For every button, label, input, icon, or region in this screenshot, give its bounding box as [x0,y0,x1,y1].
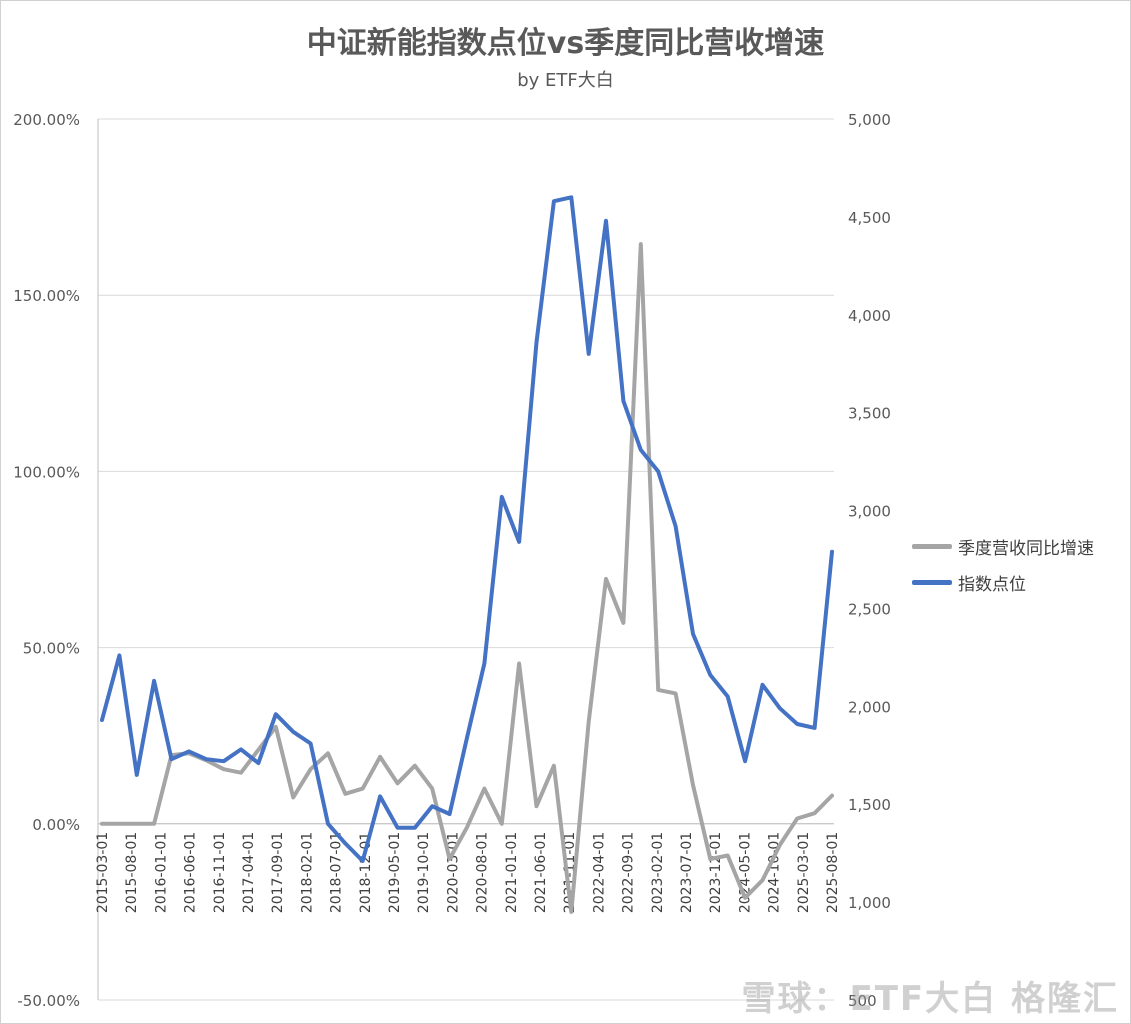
x-tick-label: 2018-07-01 [329,832,345,913]
x-tick-label: 2023-02-01 [650,832,666,913]
x-tick-label: 2025-08-01 [825,832,841,913]
watermark: 雪球：ETF大白 格隆汇 [741,979,1119,1019]
x-tick-label: 2025-03-01 [796,832,812,913]
y-left-tick-label: 100.00% [13,463,80,481]
x-tick-label: 2023-12-01 [708,832,724,913]
x-tick-label: 2021-06-01 [533,832,549,913]
legend: 季度营收同比增速 指数点位 [912,528,1094,600]
y-left-tick-label: 150.00% [13,287,80,305]
y-left-tick-label: -50.00% [17,992,80,1010]
x-tick-label: 2024-10-01 [767,832,783,913]
x-tick-label: 2020-08-01 [475,832,491,913]
x-tick-label: 2018-02-01 [299,832,315,913]
x-tick-label: 2022-09-01 [621,832,637,913]
legend-swatch-growth [912,543,952,549]
x-tick-label: 2019-05-01 [387,832,403,913]
y-right-tick-label: 3,500 [848,405,891,423]
legend-item-growth: 季度营收同比增速 [912,528,1094,564]
legend-label-growth: 季度营收同比增速 [958,538,1094,559]
x-tick-label: 2015-08-01 [124,832,140,913]
x-tick-label: 2016-06-01 [183,832,199,913]
series-line-growth [100,242,834,914]
x-tick-label: 2018-12-01 [358,832,374,913]
x-tick-label: 2024-05-01 [737,832,753,913]
y-right-tick-label: 2,000 [848,698,891,716]
x-tick-label: 2017-04-01 [241,832,257,913]
y-right-tick-label: 4,500 [848,209,891,227]
x-tick-label: 2021-01-01 [504,832,520,913]
y-right-tick-label: 3,000 [848,503,891,521]
x-tick-label: 2015-03-01 [95,832,111,913]
series-line-index [100,195,834,863]
y-right-tick-label: 500 [848,992,877,1010]
x-tick-label: 2016-11-01 [212,832,228,913]
x-tick-label: 2023-07-01 [679,832,695,913]
y-right-tick-label: 2,500 [848,600,891,618]
x-tick-label: 2017-09-01 [270,832,286,913]
x-tick-label: 2019-10-01 [416,832,432,913]
x-tick-label: 2016-01-01 [153,832,169,913]
y-right-tick-label: 1,000 [848,894,891,912]
y-left-tick-label: 200.00% [13,111,80,129]
y-left-tick-label: 0.00% [32,816,80,834]
y-left-tick-label: 50.00% [23,640,80,658]
chart-subtitle: by ETF大白 [517,70,614,91]
y-right-tick-label: 1,500 [848,796,891,814]
y-right-tick-label: 4,000 [848,307,891,325]
x-tick-label: 2022-04-01 [591,832,607,913]
legend-label-index: 指数点位 [958,574,1026,595]
chart-title: 中证新能指数点位vs季度同比营收增速 [306,26,825,61]
legend-swatch-index [912,579,952,585]
y-right-tick-label: 5,000 [848,111,891,129]
legend-item-index: 指数点位 [912,564,1094,600]
